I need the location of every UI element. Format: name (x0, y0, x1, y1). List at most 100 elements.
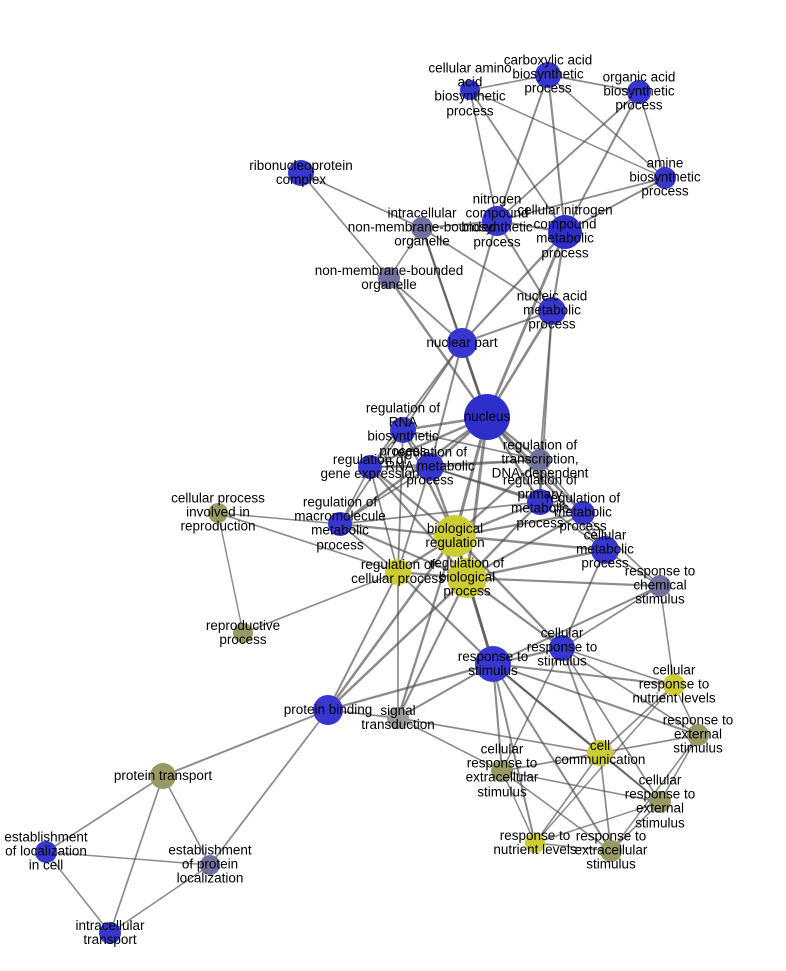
go-term-node-cellular_process_involved_in_reproduction[interactable] (208, 503, 228, 523)
edge-regulation_of_biological_process-protein_binding (328, 578, 467, 710)
edge-response_to_chemical_stimulus-response_to_stimulus (493, 586, 660, 664)
go-term-node-regulation_of_transcription_dna_dependent[interactable] (529, 449, 551, 471)
go-term-node-regulation_of_macromolecule_metabolic_process[interactable] (328, 512, 352, 536)
edge-cellular_response_to_stimulus-cellular_response_to_extracellular_stimulus (502, 648, 562, 771)
edge-nucleic_acid_metabolic_process-regulation_of_primary_metabolic_process (540, 311, 552, 502)
edge-cell_communication-cellular_response_to_extracellular_stimulus (502, 753, 600, 771)
edge-response_to_stimulus-cellular_response_to_nutrient_levels (493, 664, 674, 685)
edge-protein_transport-establishment_of_protein_localization (163, 776, 210, 865)
go-term-node-cellular_response_to_stimulus[interactable] (549, 635, 575, 661)
go-term-node-carboxylic_acid_biosynthetic_process[interactable] (535, 62, 561, 88)
go-term-node-regulation_of_cellular_process[interactable] (385, 559, 411, 585)
edge-cellular_response_to_stimulus-cellular_response_to_nutrient_levels (562, 648, 674, 685)
go-term-node-non_membrane_bounded_organelle[interactable] (378, 267, 400, 289)
go-term-node-response_to_extracellular_stimulus[interactable] (600, 840, 622, 862)
go-term-node-response_to_stimulus[interactable] (475, 646, 511, 682)
edge-cellular_response_to_stimulus-cell_communication (562, 648, 600, 753)
edge-regulation_of_macromolecule_metabolic_process-cellular_process_involved_in_reproduction (218, 513, 340, 524)
go-term-node-response_to_nutrient_levels[interactable] (525, 833, 545, 853)
go-term-node-protein_binding[interactable] (313, 695, 343, 725)
edge-carboxylic_acid_biosynthetic_process-organic_acid_biosynthetic_process (548, 75, 639, 92)
edge-cellular_response_to_nutrient_levels-cell_communication (600, 685, 674, 753)
go-term-node-establishment_of_protein_localization[interactable] (200, 855, 220, 875)
edge-response_to_chemical_stimulus-cellular_response_to_nutrient_levels (660, 586, 674, 685)
edge-cell_communication-response_to_extracellular_stimulus (600, 753, 611, 851)
edge-protein_binding-protein_transport (163, 710, 328, 776)
edge-regulation_of_gene_expression-regulation_of_cellular_process (370, 467, 398, 572)
edge-signal_transduction-cell_communication (398, 718, 600, 753)
edge-protein_binding-establishment_of_protein_localization (210, 710, 328, 865)
go-term-node-nitrogen_compound_biosynthetic_process[interactable] (482, 206, 512, 236)
go-term-node-response_to_external_stimulus[interactable] (687, 724, 709, 746)
go-term-node-regulation_of_gene_expression[interactable] (358, 455, 382, 479)
go-term-node-nucleic_acid_metabolic_process[interactable] (538, 297, 566, 325)
edge-nitrogen_compound_biosynthetic_process-nuclear_part (462, 221, 497, 343)
edge-response_to_stimulus-cellular_response_to_external_stimulus (493, 664, 660, 802)
edge-response_to_stimulus-protein_binding (328, 664, 493, 710)
edge-cellular_response_to_extracellular_stimulus-response_to_extracellular_stimulus (502, 771, 611, 851)
go-term-node-cellular_nitrogen_compound_metabolic_process[interactable] (548, 215, 582, 249)
edge-organic_acid_biosynthetic_process-amine_biosynthetic_process (639, 92, 665, 178)
edge-regulation_of_transcription_dna_dependent-regulation_of_rna_metabolic_process (430, 460, 540, 467)
go-term-node-signal_transduction[interactable] (387, 707, 409, 729)
edges-layer (0, 0, 786, 971)
edge-establishment_of_localization_in_cell-establishment_of_protein_localization (46, 852, 210, 865)
go-term-node-reproductive_process[interactable] (233, 623, 253, 643)
go-term-node-cellular_response_to_extracellular_stimulus[interactable] (491, 760, 513, 782)
go-term-node-cellular_amino_acid_biosynthetic_process[interactable] (460, 80, 480, 100)
edge-nucleic_acid_metabolic_process-regulation_of_transcription_dna_dependent (540, 311, 552, 460)
edge-response_to_stimulus-cell_communication (493, 664, 600, 753)
edge-nitrogen_compound_biosynthetic_process-nucleic_acid_metabolic_process (497, 221, 552, 311)
edge-amine_biosynthetic_process-nitrogen_compound_biosynthetic_process (497, 178, 665, 221)
go-term-node-amine_biosynthetic_process[interactable] (654, 167, 676, 189)
edge-regulation_of_cellular_process-protein_binding (328, 572, 398, 710)
go-term-node-regulation_of_primary_metabolic_process[interactable] (527, 489, 553, 515)
go-term-node-establishment_of_localization_in_cell[interactable] (35, 841, 57, 863)
edge-ribonucleoprotein_complex-intracellular_non_membrane_bounded_organelle (301, 173, 422, 228)
edge-cellular_response_to_extracellular_stimulus-cellular_response_to_external_stimulus (502, 771, 660, 802)
go-term-network: carboxylic acid biosynthetic process orga… (0, 0, 786, 971)
edge-regulation_of_rna_metabolic_process-regulation_of_primary_metabolic_process (430, 467, 540, 502)
go-term-node-organic_acid_biosynthetic_process[interactable] (627, 80, 651, 104)
go-term-node-response_to_chemical_stimulus[interactable] (649, 575, 671, 597)
go-term-node-regulation_of_rna_biosynthetic_process[interactable] (390, 417, 416, 443)
edge-ribonucleoprotein_complex-non_membrane_bounded_organelle (301, 173, 389, 278)
edge-regulation_of_biological_process-response_to_chemical_stimulus (467, 578, 660, 586)
go-term-node-intracellular_non_membrane_bounded_organelle[interactable] (411, 217, 433, 239)
go-term-node-regulation_of_metabolic_process[interactable] (571, 501, 595, 525)
edge-regulation_of_transcription_dna_dependent-regulation_of_gene_expression (370, 460, 540, 467)
go-term-node-cellular_response_to_external_stimulus[interactable] (649, 791, 671, 813)
edge-cellular_process_involved_in_reproduction-regulation_of_cellular_process (218, 513, 398, 572)
go-term-node-regulation_of_rna_metabolic_process[interactable] (416, 453, 444, 481)
edge-cellular_nitrogen_compound_metabolic_process-nuclear_part (462, 232, 565, 343)
edge-regulation_of_rna_metabolic_process-regulation_of_cellular_process (398, 467, 430, 572)
go-term-node-ribonucleoprotein_complex[interactable] (288, 160, 314, 186)
edge-organic_acid_biosynthetic_process-nitrogen_compound_biosynthetic_process (497, 92, 639, 221)
go-term-node-protein_transport[interactable] (150, 763, 176, 789)
go-term-node-biological_regulation[interactable] (434, 515, 476, 557)
edge-nuclear_part-regulation_of_rna_biosynthetic_process (403, 343, 462, 430)
edge-carboxylic_acid_biosynthetic_process-cellular_nitrogen_compound_metabolic_process (548, 75, 565, 232)
edge-cellular_response_to_stimulus-cellular_response_to_external_stimulus (562, 648, 660, 802)
edge-regulation_of_rna_metabolic_process-regulation_of_macromolecule_metabolic_process (340, 467, 430, 524)
edge-response_to_external_stimulus-cell_communication (600, 735, 698, 753)
edge-regulation_of_biological_process-signal_transduction (398, 578, 467, 718)
edge-cellular_amino_acid_biosynthetic_process-nitrogen_compound_biosynthetic_process (470, 90, 497, 221)
go-term-node-cellular_metabolic_process[interactable] (591, 536, 619, 564)
go-term-node-cellular_response_to_nutrient_levels[interactable] (663, 674, 685, 696)
edge-nucleus-cellular_metabolic_process (487, 417, 605, 550)
edge-response_to_chemical_stimulus-cellular_response_to_stimulus (562, 586, 660, 648)
go-term-node-nucleus[interactable] (464, 394, 510, 440)
go-term-node-cell_communication[interactable] (587, 740, 613, 766)
edge-cellular_metabolic_process-cellular_response_to_stimulus (562, 550, 605, 648)
edge-regulation_of_cellular_process-reproductive_process (243, 572, 398, 633)
go-term-node-nuclear_part[interactable] (447, 328, 477, 358)
edge-protein_transport-intracellular_transport (110, 776, 163, 933)
edge-regulation_of_rna_metabolic_process-regulation_of_metabolic_process (430, 467, 583, 513)
edge-regulation_of_rna_biosynthetic_process-regulation_of_cellular_process (398, 430, 403, 572)
go-term-node-regulation_of_biological_process[interactable] (447, 558, 487, 598)
go-term-node-intracellular_transport[interactable] (99, 922, 121, 944)
edge-nuclear_part-regulation_of_gene_expression (370, 343, 462, 467)
edge-cellular_metabolic_process-regulation_of_biological_process (467, 550, 605, 578)
edge-nucleus-regulation_of_biological_process (467, 417, 487, 578)
